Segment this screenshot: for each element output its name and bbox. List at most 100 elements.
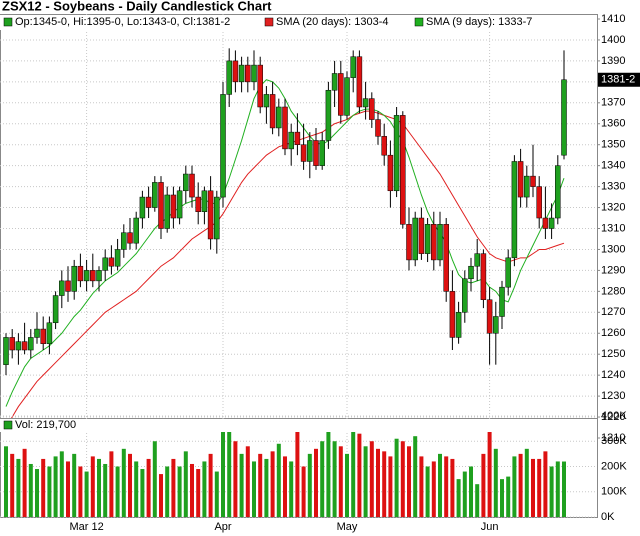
candle-body: [431, 224, 437, 261]
volume-bar: [363, 446, 368, 517]
candle-body: [71, 265, 77, 292]
y-tick-label: 1370: [601, 97, 625, 109]
candle-body: [238, 64, 245, 83]
volume-bar: [28, 463, 33, 517]
volume-bar: [4, 446, 8, 517]
candle-body: [480, 253, 487, 300]
candle-body: [288, 131, 294, 150]
candle-body: [530, 175, 536, 187]
volume-bar: [357, 433, 362, 517]
candle-body: [393, 115, 400, 192]
y-tick-label: 400K: [601, 410, 627, 422]
candle-body: [3, 337, 9, 365]
candle-body: [77, 265, 84, 282]
volume-bar: [270, 451, 275, 517]
y-tick-label: 1320: [601, 201, 625, 213]
volume-bar: [109, 451, 114, 517]
volume-bar: [531, 458, 535, 517]
volume-bar: [419, 456, 424, 517]
volume-bar: [394, 438, 399, 517]
volume-bar: [16, 458, 21, 517]
volume-bar: [258, 453, 263, 517]
candle-body: [561, 79, 567, 156]
volume-bar: [10, 453, 15, 517]
volume-bar: [481, 453, 486, 517]
candle-body: [468, 265, 474, 280]
candle-body: [121, 232, 127, 250]
volume-bar: [208, 453, 213, 517]
volume-bar: [283, 456, 287, 517]
y-tick-label: 100K: [601, 486, 627, 498]
candle-body: [189, 173, 195, 198]
candle-body: [517, 161, 524, 198]
volume-bar: [369, 441, 374, 517]
candle-body: [536, 186, 542, 219]
candle-body: [220, 94, 226, 198]
candle-body: [387, 154, 394, 192]
y-tick-label: 1350: [601, 139, 625, 151]
chart-title: ZSX12 - Soybeans - Daily Candlestick Cha…: [2, 0, 272, 13]
candle-body: [437, 224, 443, 261]
y-tick-label: 1240: [601, 369, 625, 381]
candle-body: [90, 270, 96, 282]
volume-bar: [183, 451, 188, 517]
candle-body: [443, 224, 449, 292]
candle-body: [313, 140, 319, 166]
y-tick-label: 0K: [601, 511, 615, 523]
volume-bar: [276, 443, 281, 517]
candle-body: [263, 94, 270, 108]
candle-body: [282, 106, 288, 150]
y-tick-label: 1410: [601, 13, 625, 25]
candle-body: [505, 257, 511, 288]
y-tick-label: 1220: [601, 411, 625, 423]
volume-bar: [66, 461, 70, 517]
legend-swatch: [3, 17, 13, 27]
volume-bar: [134, 461, 139, 517]
volume-bar: [128, 453, 132, 517]
candle-body: [511, 161, 518, 259]
volume-bar: [320, 441, 325, 517]
y-tick-label: 1310: [601, 222, 625, 234]
sma-line: [11, 110, 565, 418]
volume-bar: [462, 471, 467, 517]
volume-bar: [506, 476, 511, 517]
legend-label: SMA (20 days): 1303-4: [276, 16, 389, 28]
volume-bar: [47, 466, 52, 517]
volume-bar: [307, 453, 312, 517]
y-tick-label: 1230: [601, 390, 625, 402]
volume-bar: [518, 453, 523, 517]
candle-body: [251, 64, 257, 83]
volume-bar: [562, 461, 566, 517]
candle-body: [381, 136, 387, 156]
candle-body: [344, 77, 350, 116]
candle-body: [52, 295, 59, 324]
volume-bar: [202, 461, 207, 517]
candle-body: [226, 60, 232, 95]
volume-bar: [22, 448, 27, 517]
candle-body: [108, 257, 115, 267]
volume-bar: [400, 441, 405, 517]
candle-body: [338, 73, 344, 116]
volume-bar: [103, 463, 108, 517]
volume-bar: [314, 448, 318, 517]
candle-body: [257, 64, 263, 108]
candle-body: [9, 337, 15, 351]
volume-bar: [450, 458, 455, 517]
candle-body: [486, 299, 493, 334]
volume-bar: [78, 466, 83, 517]
legend-label: SMA (9 days): 1333-7: [426, 16, 532, 28]
y-tick-label: 1340: [601, 160, 625, 172]
y-tick-label: 200K: [601, 460, 627, 472]
candle-body: [319, 140, 325, 166]
candle-body: [542, 217, 549, 229]
candle-body: [15, 341, 22, 351]
legend: Op:1345-0, Hi:1395-0, Lo:1343-0, Cl:1381…: [0, 15, 597, 432]
candle-body: [362, 98, 369, 108]
candle-body: [28, 337, 34, 351]
volume-panel: [0, 415, 597, 518]
volume-bar: [413, 436, 418, 517]
candle-body: [176, 190, 183, 219]
volume-bar: [295, 428, 300, 517]
volume-bar: [171, 458, 176, 517]
